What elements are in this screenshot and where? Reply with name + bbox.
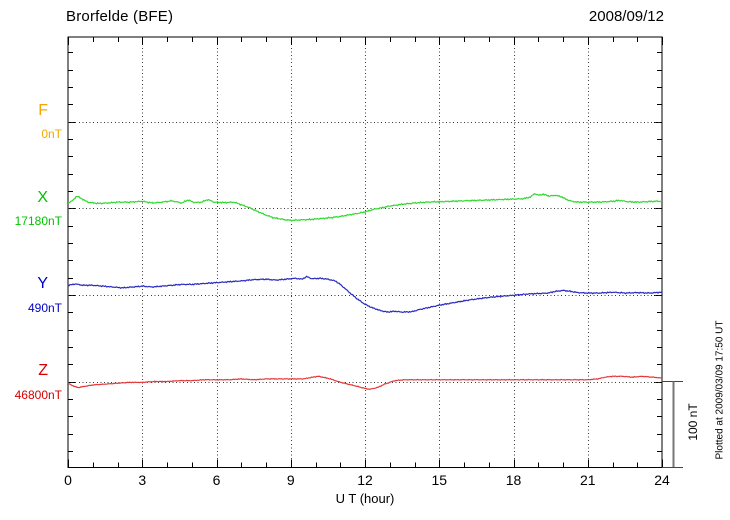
plot-frame bbox=[67, 36, 663, 468]
trace-z bbox=[67, 375, 662, 391]
x-tick-label: 15 bbox=[431, 472, 448, 488]
trace-y bbox=[67, 275, 663, 314]
component-label-y: Y bbox=[37, 275, 48, 292]
x-axis-title: U T (hour) bbox=[335, 491, 395, 506]
component-baseline-z: 46800nT bbox=[14, 388, 62, 402]
x-tick-label: 6 bbox=[212, 472, 221, 488]
component-label-x: X bbox=[37, 189, 48, 206]
component-baseline-f: 0nT bbox=[41, 127, 62, 141]
scale-bar-label: 100 nT bbox=[686, 403, 700, 441]
plot-date: 2008/09/12 bbox=[588, 8, 664, 25]
component-label-z: Z bbox=[38, 362, 48, 379]
component-label-f: F bbox=[38, 102, 48, 119]
x-tick-label: 0 bbox=[64, 472, 72, 488]
x-tick-label: 12 bbox=[357, 472, 373, 488]
x-tick-label: 9 bbox=[286, 472, 295, 488]
component-baseline-y: 490nT bbox=[27, 301, 62, 315]
x-tick-label: 21 bbox=[579, 472, 596, 488]
x-tick-label: 18 bbox=[505, 472, 522, 488]
trace-x bbox=[67, 193, 663, 222]
x-tick-label: 24 bbox=[654, 472, 670, 488]
component-baseline-x: 17180nT bbox=[14, 214, 62, 228]
x-tick-label: 3 bbox=[138, 472, 147, 488]
plotted-at-note: Plotted at 2009/03/09 17:50 UT bbox=[714, 320, 726, 460]
station-title: Brorfelde (BFE) bbox=[66, 8, 174, 25]
